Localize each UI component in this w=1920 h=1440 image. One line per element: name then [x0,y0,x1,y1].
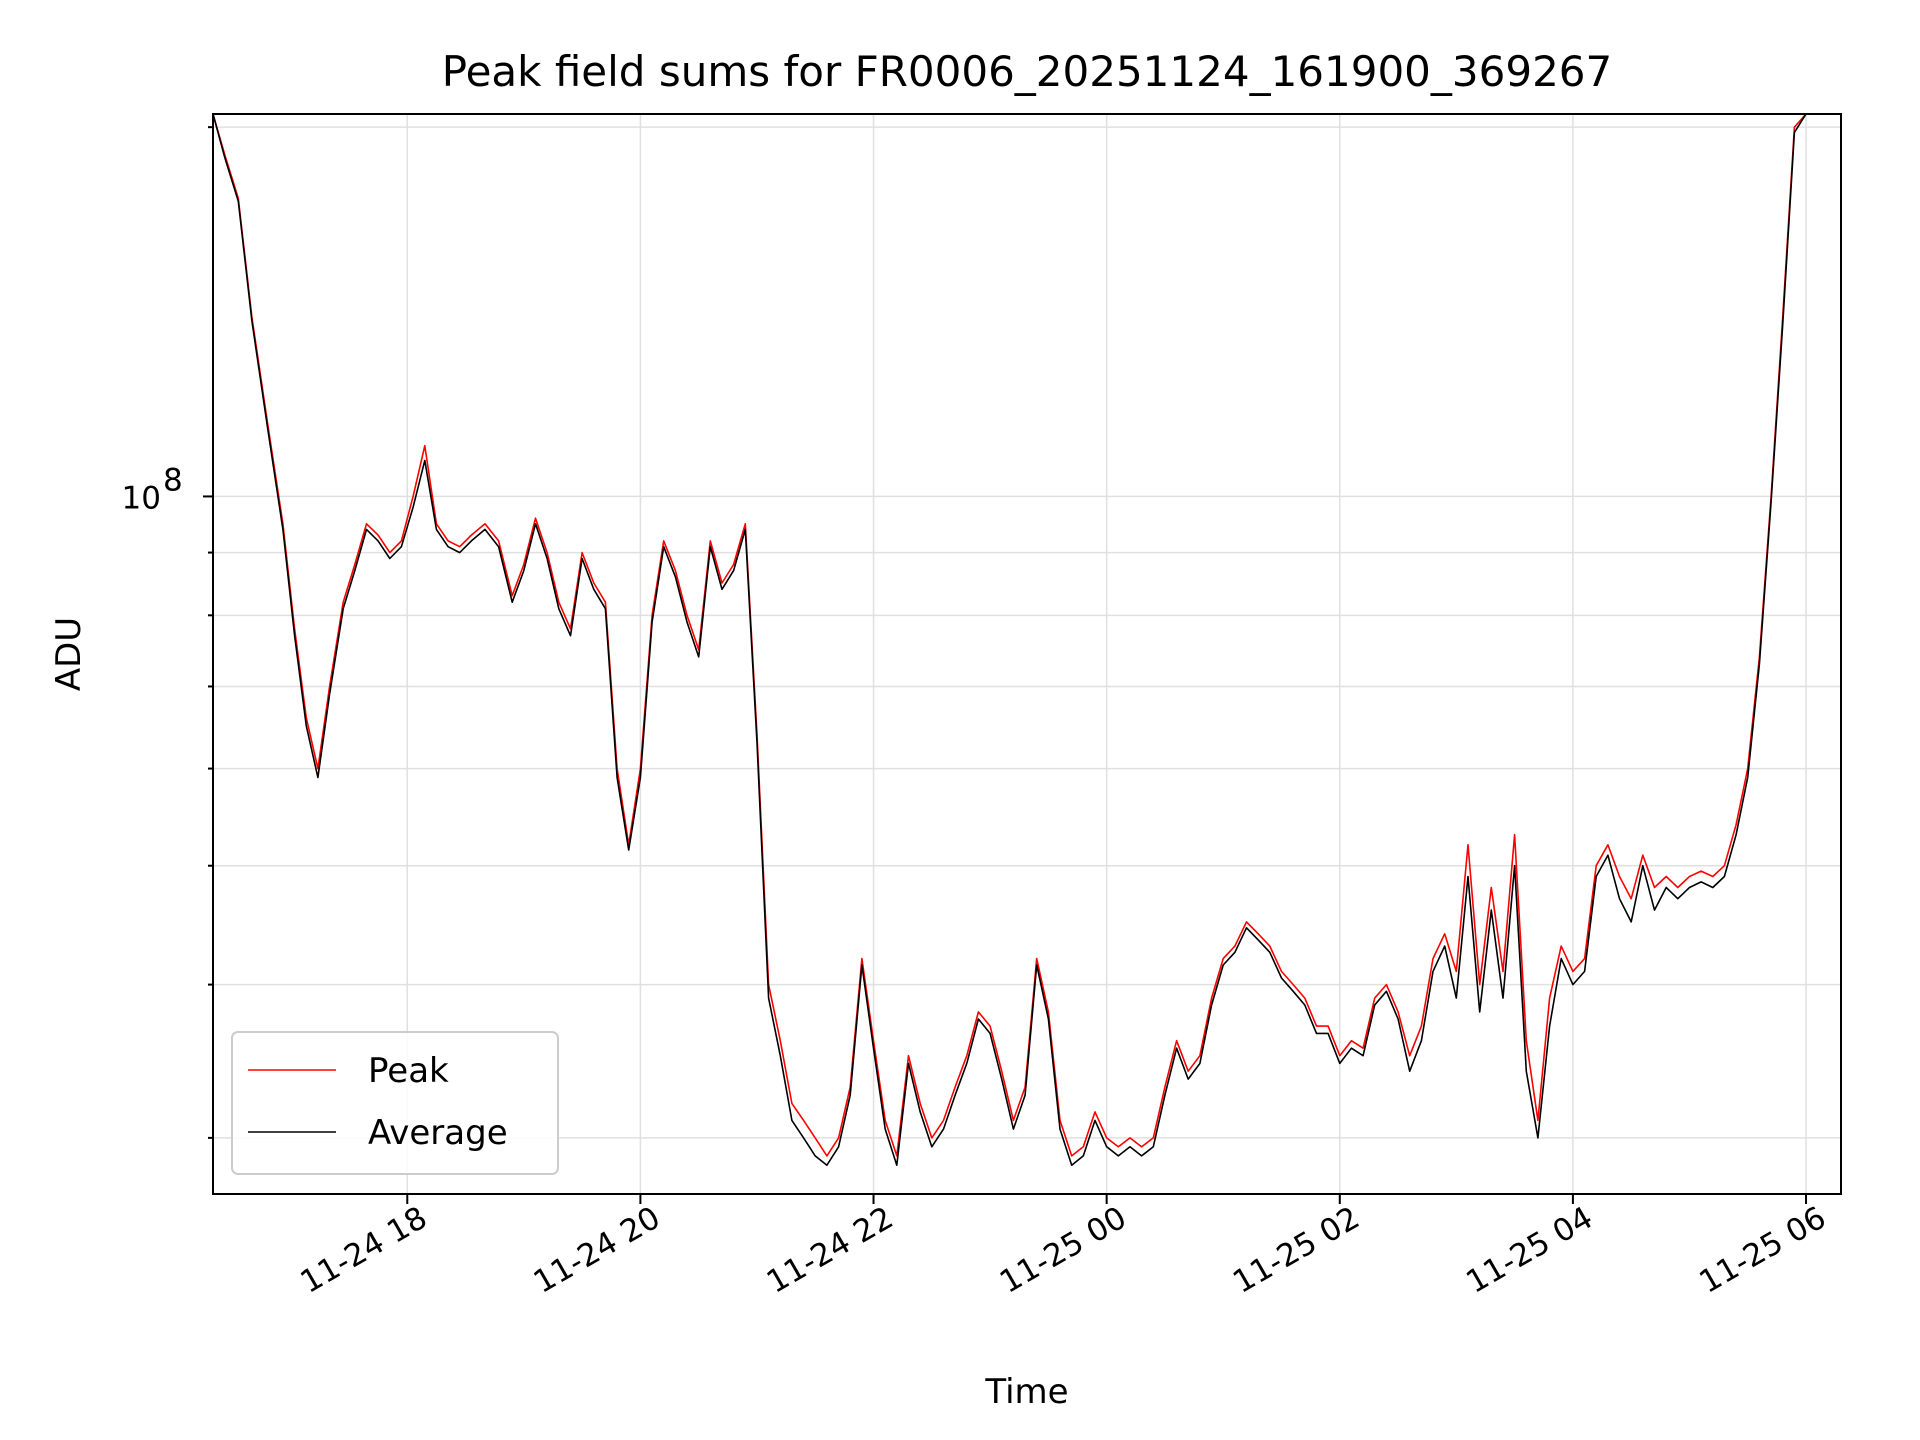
plot-frame [212,113,1842,1195]
y-tick-label-base: 10 [122,480,161,516]
y-axis-label: ADU [49,617,89,691]
legend-box [231,1031,559,1175]
series-line-average [212,113,1818,1166]
legend-average-label: Average [368,1113,508,1153]
y-tick-label-exponent: 8 [163,462,183,498]
series-lines [212,113,1818,1166]
grid [213,114,1841,1194]
legend-peak-label: Peak [368,1051,449,1091]
x-axis-label: Time [984,1372,1068,1412]
legend: Peak Average [231,1031,559,1175]
chart-title: Peak field sums for FR0006_20251124_1619… [442,47,1612,96]
